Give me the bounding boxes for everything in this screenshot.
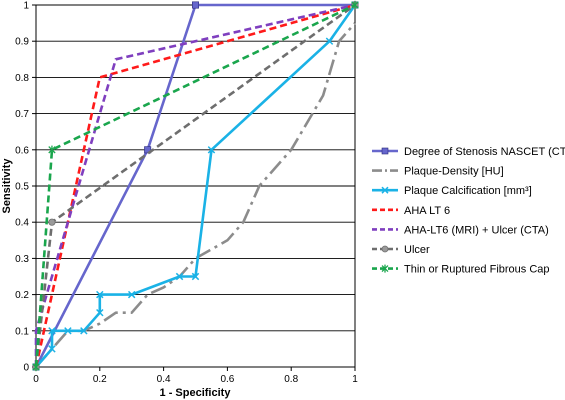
y-tick-label: 0.9 bbox=[15, 37, 29, 48]
data-point bbox=[381, 264, 389, 273]
data-point bbox=[48, 218, 56, 226]
data-point bbox=[80, 327, 88, 335]
data-point bbox=[381, 245, 389, 253]
data-point bbox=[192, 1, 200, 9]
legend-label: Thin or Ruptured Fibrous Cap bbox=[404, 264, 550, 276]
series-5 bbox=[34, 3, 356, 367]
legend-item: Plaque Calcification [mm³] bbox=[372, 185, 532, 197]
data-point bbox=[381, 147, 389, 155]
y-tick-label: 0.4 bbox=[15, 218, 29, 229]
data-point bbox=[96, 308, 104, 317]
x-axis-title: 1 - Specificity bbox=[160, 387, 232, 399]
legend: Degree of Stenosis NASCET (CTA) Plaque-De… bbox=[372, 146, 565, 276]
legend-label: Ulcer bbox=[404, 244, 430, 256]
legend-label: Plaque-Density [HU] bbox=[404, 166, 504, 178]
y-tick-label: 0 bbox=[23, 363, 29, 374]
x-tick-label: 0 bbox=[33, 374, 39, 385]
data-point bbox=[351, 0, 359, 10]
data-point bbox=[48, 345, 56, 353]
series-4 bbox=[34, 3, 356, 368]
legend-label: AHA LT 6 bbox=[404, 205, 450, 217]
y-axis-title: Sensitivity bbox=[1, 158, 13, 214]
series-lines bbox=[32, 0, 359, 372]
data-point bbox=[325, 37, 334, 45]
y-tick-label: 0.1 bbox=[15, 326, 29, 337]
data-point bbox=[32, 362, 40, 372]
legend-item: AHA-LT6 (MRI) + Ulcer (CTA) bbox=[372, 224, 549, 236]
legend-item: Degree of Stenosis NASCET (CTA) bbox=[372, 146, 565, 158]
legend-item: AHA LT 6 bbox=[372, 205, 450, 217]
data-point bbox=[64, 327, 72, 335]
data-point bbox=[207, 146, 216, 154]
y-tick-label: 1 bbox=[23, 1, 29, 12]
y-tick-label: 0.8 bbox=[15, 73, 29, 84]
series-line bbox=[34, 3, 356, 368]
y-tick-label: 0.6 bbox=[15, 145, 29, 156]
legend-item: Plaque-Density [HU] bbox=[372, 166, 504, 178]
series-7 bbox=[32, 0, 359, 372]
legend-label: AHA-LT6 (MRI) + Ulcer (CTA) bbox=[404, 224, 549, 236]
x-tick-label: 0.2 bbox=[93, 374, 107, 385]
data-point bbox=[175, 272, 184, 281]
legend-item: Thin or Ruptured Fibrous Cap bbox=[372, 264, 550, 276]
series-line bbox=[35, 22, 356, 368]
gridlines bbox=[32, 4, 356, 371]
data-point bbox=[48, 327, 56, 335]
legend-item: Ulcer bbox=[372, 244, 430, 256]
series-line bbox=[34, 3, 356, 368]
legend-label: Degree of Stenosis NASCET (CTA) bbox=[404, 146, 565, 158]
x-tick-label: 0.8 bbox=[284, 374, 298, 385]
series-line bbox=[34, 3, 356, 367]
x-tick-label: 1 bbox=[352, 374, 358, 385]
y-tick-label: 0.5 bbox=[15, 182, 29, 193]
series-line bbox=[34, 3, 355, 368]
y-tick-label: 0.2 bbox=[15, 290, 29, 301]
y-tick-label: 0.7 bbox=[15, 109, 29, 120]
data-point bbox=[381, 186, 389, 194]
tick-labels: 0 0.1 0.2 0.3 0.4 0.5 0.6 0.7 0.8 0.9 1 0 0.2 0.4 0.6 0… bbox=[15, 1, 358, 386]
x-tick-label: 0.6 bbox=[220, 374, 234, 385]
data-point bbox=[127, 290, 136, 299]
legend-label: Plaque Calcification [mm³] bbox=[404, 185, 532, 197]
y-tick-label: 0.3 bbox=[15, 254, 29, 265]
series-2 bbox=[35, 22, 356, 368]
data-point bbox=[48, 145, 56, 154]
data-point bbox=[191, 272, 200, 281]
x-tick-label: 0.4 bbox=[157, 374, 171, 385]
data-point bbox=[96, 290, 104, 299]
